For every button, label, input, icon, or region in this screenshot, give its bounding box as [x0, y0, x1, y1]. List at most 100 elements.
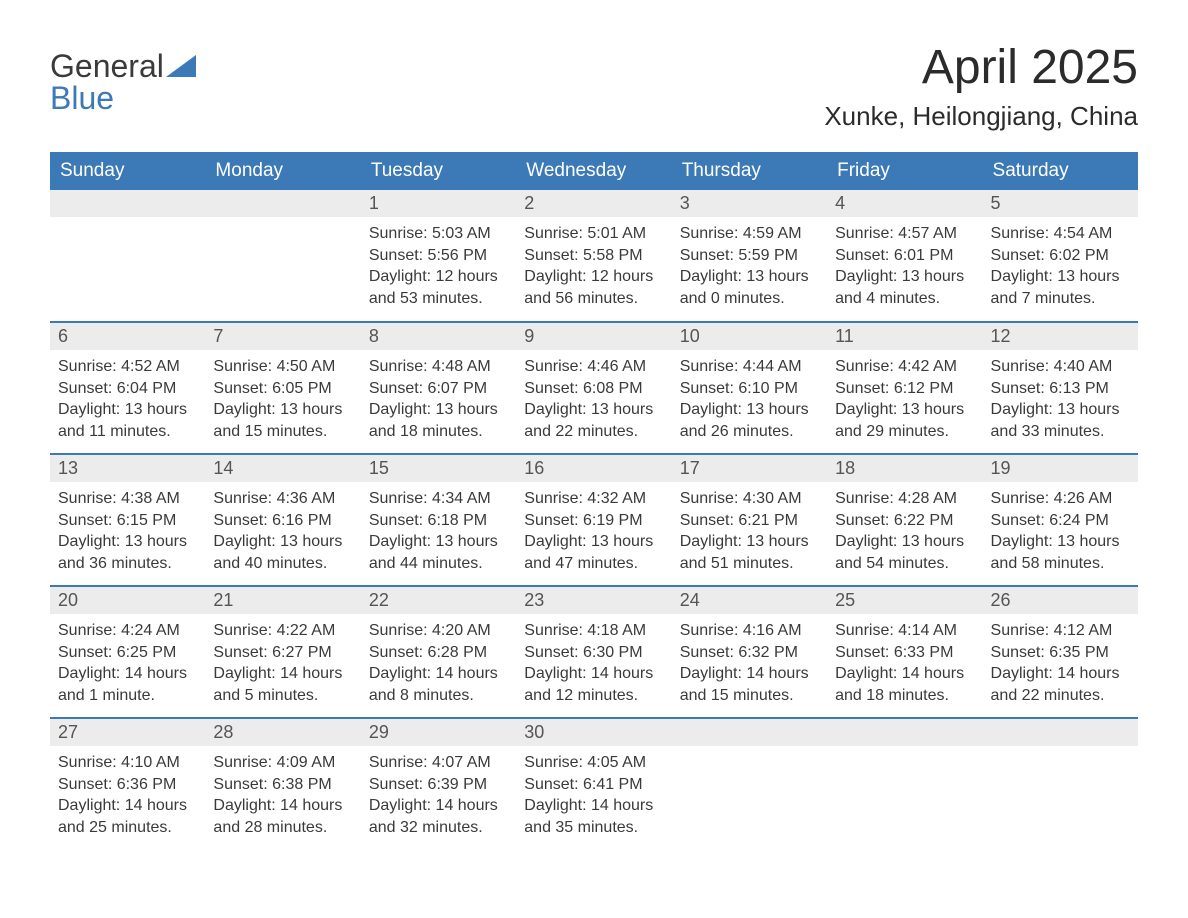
daylight-line: Daylight: 13 hours and 36 minutes. [58, 531, 197, 574]
logo-word1: General [50, 48, 164, 84]
sunrise-line: Sunrise: 4:36 AM [213, 488, 352, 510]
sunset-line: Sunset: 6:01 PM [835, 245, 974, 267]
sunset-line: Sunset: 6:30 PM [524, 642, 663, 664]
sunrise-line: Sunrise: 4:54 AM [991, 223, 1130, 245]
day-number: 16 [516, 455, 671, 482]
calendar-cell: 26Sunrise: 4:12 AMSunset: 6:35 PMDayligh… [983, 586, 1138, 718]
weekday-header: Friday [827, 152, 982, 190]
day-body: Sunrise: 4:52 AMSunset: 6:04 PMDaylight:… [50, 350, 205, 452]
sunset-line: Sunset: 6:33 PM [835, 642, 974, 664]
calendar-cell: 21Sunrise: 4:22 AMSunset: 6:27 PMDayligh… [205, 586, 360, 718]
sunset-line: Sunset: 6:02 PM [991, 245, 1130, 267]
day-number: 28 [205, 719, 360, 746]
day-body: Sunrise: 4:30 AMSunset: 6:21 PMDaylight:… [672, 482, 827, 584]
sunrise-line: Sunrise: 4:52 AM [58, 356, 197, 378]
sunset-line: Sunset: 6:16 PM [213, 510, 352, 532]
sunset-line: Sunset: 6:13 PM [991, 378, 1130, 400]
calendar-cell: 23Sunrise: 4:18 AMSunset: 6:30 PMDayligh… [516, 586, 671, 718]
sunrise-line: Sunrise: 4:42 AM [835, 356, 974, 378]
weekday-header: Sunday [50, 152, 205, 190]
calendar-row: 20Sunrise: 4:24 AMSunset: 6:25 PMDayligh… [50, 586, 1138, 718]
calendar-cell: 29Sunrise: 4:07 AMSunset: 6:39 PMDayligh… [361, 718, 516, 850]
calendar-row: 6Sunrise: 4:52 AMSunset: 6:04 PMDaylight… [50, 322, 1138, 454]
sunrise-line: Sunrise: 4:38 AM [58, 488, 197, 510]
calendar-cell: 28Sunrise: 4:09 AMSunset: 6:38 PMDayligh… [205, 718, 360, 850]
sunrise-line: Sunrise: 4:20 AM [369, 620, 508, 642]
day-body: Sunrise: 4:38 AMSunset: 6:15 PMDaylight:… [50, 482, 205, 584]
daylight-line: Daylight: 13 hours and 54 minutes. [835, 531, 974, 574]
daylight-line: Daylight: 14 hours and 25 minutes. [58, 795, 197, 838]
day-body: Sunrise: 4:12 AMSunset: 6:35 PMDaylight:… [983, 614, 1138, 716]
sunset-line: Sunset: 6:04 PM [58, 378, 197, 400]
day-body: Sunrise: 4:50 AMSunset: 6:05 PMDaylight:… [205, 350, 360, 452]
sunset-line: Sunset: 6:25 PM [58, 642, 197, 664]
logo-text: General Blue [50, 50, 196, 114]
calendar-cell [50, 190, 205, 322]
header: General Blue April 2025 Xunke, Heilongji… [50, 40, 1138, 132]
day-number [672, 719, 827, 746]
day-number: 18 [827, 455, 982, 482]
sunset-line: Sunset: 6:10 PM [680, 378, 819, 400]
calendar-cell: 24Sunrise: 4:16 AMSunset: 6:32 PMDayligh… [672, 586, 827, 718]
sunrise-line: Sunrise: 5:01 AM [524, 223, 663, 245]
calendar-cell: 6Sunrise: 4:52 AMSunset: 6:04 PMDaylight… [50, 322, 205, 454]
sunrise-line: Sunrise: 4:05 AM [524, 752, 663, 774]
daylight-line: Daylight: 14 hours and 22 minutes. [991, 663, 1130, 706]
sunrise-line: Sunrise: 4:32 AM [524, 488, 663, 510]
day-number: 7 [205, 323, 360, 350]
day-body: Sunrise: 4:18 AMSunset: 6:30 PMDaylight:… [516, 614, 671, 716]
day-number: 3 [672, 190, 827, 217]
sunset-line: Sunset: 6:27 PM [213, 642, 352, 664]
day-body: Sunrise: 4:36 AMSunset: 6:16 PMDaylight:… [205, 482, 360, 584]
day-number: 24 [672, 587, 827, 614]
sunset-line: Sunset: 6:07 PM [369, 378, 508, 400]
day-body: Sunrise: 4:32 AMSunset: 6:19 PMDaylight:… [516, 482, 671, 584]
day-number: 27 [50, 719, 205, 746]
logo-sail-icon [166, 50, 196, 82]
day-body: Sunrise: 4:26 AMSunset: 6:24 PMDaylight:… [983, 482, 1138, 584]
calendar-row: 1Sunrise: 5:03 AMSunset: 5:56 PMDaylight… [50, 190, 1138, 322]
sunset-line: Sunset: 6:39 PM [369, 774, 508, 796]
sunset-line: Sunset: 5:56 PM [369, 245, 508, 267]
day-number: 25 [827, 587, 982, 614]
day-body: Sunrise: 4:24 AMSunset: 6:25 PMDaylight:… [50, 614, 205, 716]
daylight-line: Daylight: 13 hours and 11 minutes. [58, 399, 197, 442]
calendar-cell: 27Sunrise: 4:10 AMSunset: 6:36 PMDayligh… [50, 718, 205, 850]
daylight-line: Daylight: 14 hours and 5 minutes. [213, 663, 352, 706]
day-body: Sunrise: 4:05 AMSunset: 6:41 PMDaylight:… [516, 746, 671, 848]
calendar-cell: 13Sunrise: 4:38 AMSunset: 6:15 PMDayligh… [50, 454, 205, 586]
calendar-cell: 8Sunrise: 4:48 AMSunset: 6:07 PMDaylight… [361, 322, 516, 454]
weekday-header-row: SundayMondayTuesdayWednesdayThursdayFrid… [50, 152, 1138, 190]
sunrise-line: Sunrise: 4:28 AM [835, 488, 974, 510]
sunrise-line: Sunrise: 4:09 AM [213, 752, 352, 774]
day-body: Sunrise: 4:59 AMSunset: 5:59 PMDaylight:… [672, 217, 827, 319]
day-body: Sunrise: 4:16 AMSunset: 6:32 PMDaylight:… [672, 614, 827, 716]
day-body: Sunrise: 4:07 AMSunset: 6:39 PMDaylight:… [361, 746, 516, 848]
calendar-cell: 15Sunrise: 4:34 AMSunset: 6:18 PMDayligh… [361, 454, 516, 586]
day-body: Sunrise: 4:46 AMSunset: 6:08 PMDaylight:… [516, 350, 671, 452]
day-number: 13 [50, 455, 205, 482]
sunrise-line: Sunrise: 4:40 AM [991, 356, 1130, 378]
sunset-line: Sunset: 6:32 PM [680, 642, 819, 664]
calendar-cell: 14Sunrise: 4:36 AMSunset: 6:16 PMDayligh… [205, 454, 360, 586]
sunset-line: Sunset: 6:28 PM [369, 642, 508, 664]
day-body: Sunrise: 4:20 AMSunset: 6:28 PMDaylight:… [361, 614, 516, 716]
sunset-line: Sunset: 6:24 PM [991, 510, 1130, 532]
day-number: 30 [516, 719, 671, 746]
day-body: Sunrise: 4:22 AMSunset: 6:27 PMDaylight:… [205, 614, 360, 716]
day-number: 2 [516, 190, 671, 217]
calendar-cell: 19Sunrise: 4:26 AMSunset: 6:24 PMDayligh… [983, 454, 1138, 586]
day-body: Sunrise: 4:54 AMSunset: 6:02 PMDaylight:… [983, 217, 1138, 319]
sunrise-line: Sunrise: 4:12 AM [991, 620, 1130, 642]
weekday-header: Tuesday [361, 152, 516, 190]
calendar-cell: 25Sunrise: 4:14 AMSunset: 6:33 PMDayligh… [827, 586, 982, 718]
title-block: April 2025 Xunke, Heilongjiang, China [824, 40, 1138, 132]
day-number: 20 [50, 587, 205, 614]
calendar-cell: 11Sunrise: 4:42 AMSunset: 6:12 PMDayligh… [827, 322, 982, 454]
page-title: April 2025 [824, 40, 1138, 95]
day-number: 11 [827, 323, 982, 350]
daylight-line: Daylight: 13 hours and 47 minutes. [524, 531, 663, 574]
calendar-row: 13Sunrise: 4:38 AMSunset: 6:15 PMDayligh… [50, 454, 1138, 586]
weekday-header: Monday [205, 152, 360, 190]
day-number: 17 [672, 455, 827, 482]
